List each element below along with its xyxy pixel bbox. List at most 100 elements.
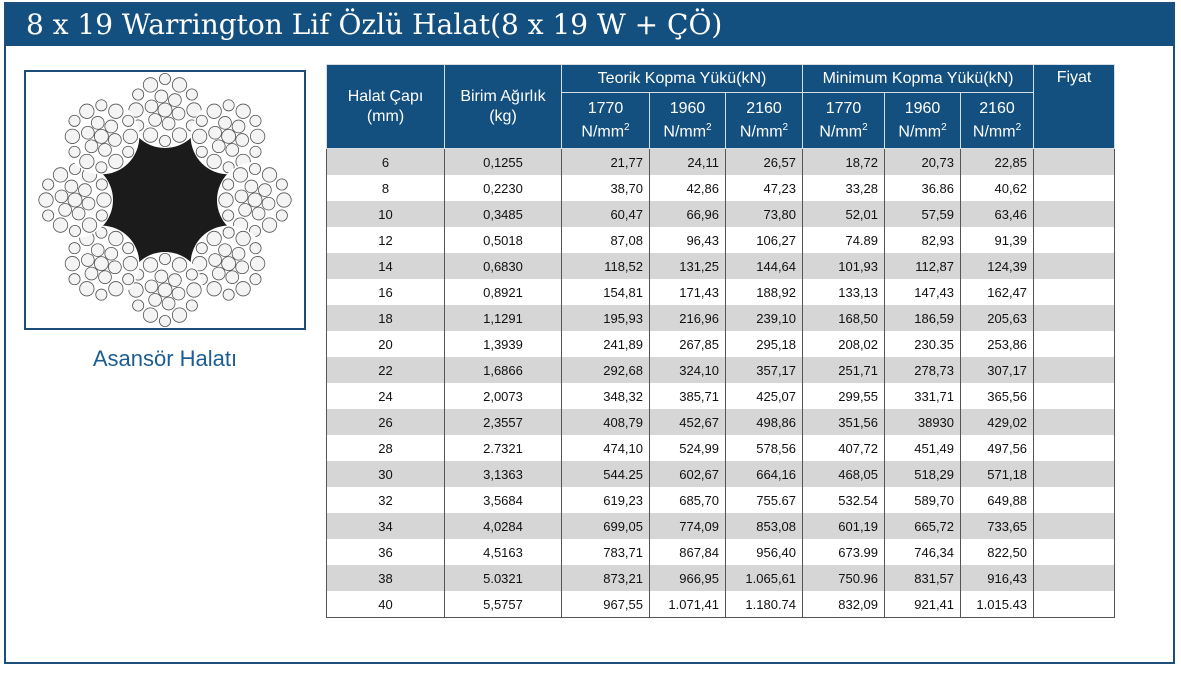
table-cell: 524,99 <box>649 435 726 461</box>
table-cell: 38 <box>326 565 445 591</box>
table-row: 40 5,5757 967,55 1.071,41 1.180.74 832,09 921,… <box>326 591 1116 618</box>
table-cell: 967,55 <box>561 591 650 618</box>
table-cell: 133,13 <box>802 279 886 305</box>
table-cell: 22,85 <box>960 148 1035 175</box>
price-cell <box>1033 175 1116 201</box>
price-cell <box>1033 487 1116 513</box>
table-cell: 154,81 <box>561 279 650 305</box>
page-title: 8 x 19 Warrington Lif Özlü Halat(8 x 19 … <box>26 8 723 41</box>
table-cell: 101,93 <box>802 253 886 279</box>
table-cell: 619,23 <box>561 487 650 513</box>
table-row: 30 3,1363 544.25 602,67 664,16 468,05 518,29 57… <box>326 461 1116 487</box>
table-cell: 299,55 <box>802 383 886 409</box>
table-cell: 18,72 <box>802 148 886 175</box>
table-cell: 867,84 <box>649 539 726 565</box>
page-frame <box>4 2 1175 664</box>
table-cell: 60,47 <box>561 201 650 227</box>
table-cell: 10 <box>326 201 445 227</box>
table-cell: 18 <box>326 305 445 331</box>
table-cell: 131,25 <box>649 253 726 279</box>
table-cell: 921,41 <box>884 591 962 618</box>
table-cell: 571,18 <box>960 461 1035 487</box>
price-cell <box>1033 279 1116 305</box>
price-cell <box>1033 409 1116 435</box>
table-cell: 733,65 <box>960 513 1035 539</box>
table-cell: 385,71 <box>649 383 726 409</box>
header-grade: 2160 N/mm2 <box>724 92 804 149</box>
table-cell: 112,87 <box>884 253 962 279</box>
table-cell: 26 <box>326 409 445 435</box>
table-cell: 82,93 <box>884 227 962 253</box>
table-cell: 578,56 <box>724 435 804 461</box>
table-cell: 40,62 <box>960 175 1035 201</box>
table-row: 6 0,1255 21,77 24,11 26,57 18,72 20,73 22,85 <box>326 148 1116 175</box>
table-cell: 33,28 <box>802 175 886 201</box>
table-cell: 1,1291 <box>444 305 562 331</box>
table-cell: 40 <box>326 591 445 618</box>
table-row: 32 3,5684 619,23 685,70 755.67 532.54 589,70 64… <box>326 487 1116 513</box>
table-cell: 21,77 <box>561 148 650 175</box>
header-price: Fiyat <box>1033 64 1116 149</box>
table-cell: 365,56 <box>960 383 1035 409</box>
table-row: 14 0,6830 118,52 131,25 144,64 101,93 112,87 12… <box>326 253 1116 279</box>
table-cell: 6 <box>326 148 445 175</box>
table-cell: 24 <box>326 383 445 409</box>
table-cell: 407,72 <box>802 435 886 461</box>
table-row: 18 1,1291 195,93 216,96 239,10 168,50 186,59 20… <box>326 305 1116 331</box>
table-cell: 8 <box>326 175 445 201</box>
table-cell: 251,71 <box>802 357 886 383</box>
table-cell: 230.35 <box>884 331 962 357</box>
table-cell: 38930 <box>884 409 962 435</box>
table-row: 24 2,0073 348,32 385,71 425,07 299,55 331,71 36… <box>326 383 1116 409</box>
table-cell: 5,5757 <box>444 591 562 618</box>
table-cell: 832,09 <box>802 591 886 618</box>
image-caption: Asansör Halatı <box>92 346 238 371</box>
table-cell: 956,40 <box>724 539 804 565</box>
price-cell <box>1033 357 1116 383</box>
table-cell: 750.96 <box>802 565 886 591</box>
table-cell: 295,18 <box>724 331 804 357</box>
table-cell: 188,92 <box>724 279 804 305</box>
table-cell: 916,43 <box>960 565 1035 591</box>
table-cell: 14 <box>326 253 445 279</box>
table-cell: 0,3485 <box>444 201 562 227</box>
price-cell <box>1033 591 1116 618</box>
table-cell: 1.180.74 <box>724 591 804 618</box>
wire-rope-illustration <box>37 72 293 328</box>
header-weight: Birim Ağırlık (kg) <box>444 64 562 149</box>
table-cell: 66,96 <box>649 201 726 227</box>
table-cell: 241,89 <box>561 331 650 357</box>
price-cell <box>1033 253 1116 279</box>
table-cell: 1.071,41 <box>649 591 726 618</box>
table-cell: 124,39 <box>960 253 1035 279</box>
table-row: 28 2.7321 474,10 524,99 578,56 407,72 451,49 49… <box>326 435 1116 461</box>
table-cell: 20 <box>326 331 445 357</box>
table-cell: 3,5684 <box>444 487 562 513</box>
table-cell: 664,16 <box>724 461 804 487</box>
table-cell: 774,09 <box>649 513 726 539</box>
table-cell: 783,71 <box>561 539 650 565</box>
table-row: 16 0,8921 154,81 171,43 188,92 133,13 147,43 16… <box>326 279 1116 305</box>
table-cell: 1,6866 <box>444 357 562 383</box>
header-diameter: Halat Çapı (mm) <box>326 64 445 149</box>
price-cell <box>1033 227 1116 253</box>
table-cell: 63,46 <box>960 201 1035 227</box>
table-cell: 498,86 <box>724 409 804 435</box>
table-cell: 73,80 <box>724 201 804 227</box>
table-cell: 649,88 <box>960 487 1035 513</box>
table-cell: 755.67 <box>724 487 804 513</box>
table-cell: 331,71 <box>884 383 962 409</box>
price-cell <box>1033 565 1116 591</box>
table-cell: 52,01 <box>802 201 886 227</box>
table-cell: 34 <box>326 513 445 539</box>
price-cell <box>1033 539 1116 565</box>
table-cell: 348,32 <box>561 383 650 409</box>
table-cell: 429,02 <box>960 409 1035 435</box>
table-cell: 36 <box>326 539 445 565</box>
table-cell: 518,29 <box>884 461 962 487</box>
table-cell: 665,72 <box>884 513 962 539</box>
table-cell: 171,43 <box>649 279 726 305</box>
table-cell: 1.015.43 <box>960 591 1035 618</box>
table-cell: 106,27 <box>724 227 804 253</box>
table-cell: 497,56 <box>960 435 1035 461</box>
